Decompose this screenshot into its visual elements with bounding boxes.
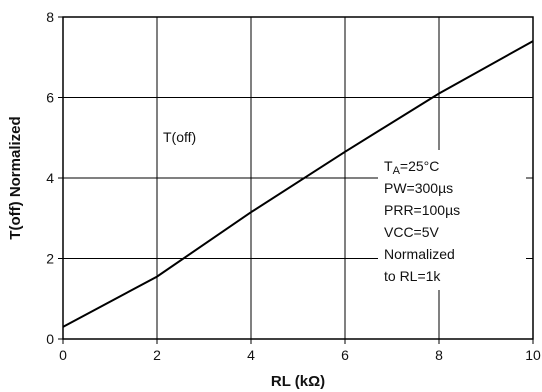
plot-frame bbox=[62, 16, 534, 340]
condition-ta-value: =25°C bbox=[400, 158, 439, 174]
y-tick-label: 4 bbox=[46, 170, 54, 186]
x-axis-label: RL (kΩ) bbox=[271, 373, 325, 390]
x-tick-label: 2 bbox=[153, 347, 161, 363]
series-label: T(off) bbox=[163, 129, 196, 145]
condition-pw: PW=300µs bbox=[384, 180, 453, 196]
y-tick-label: 8 bbox=[46, 9, 54, 25]
y-tick-label: 2 bbox=[46, 251, 54, 267]
y-axis-label: T(off) Normalized bbox=[7, 116, 24, 239]
x-tick-label: 6 bbox=[341, 347, 349, 363]
x-ticks: 0 2 4 6 8 10 bbox=[59, 339, 541, 363]
condition-ta-prefix: T bbox=[384, 158, 393, 174]
condition-ta-sub: A bbox=[393, 165, 401, 177]
x-tick-label: 8 bbox=[435, 347, 443, 363]
condition-ta: TA=25°C bbox=[384, 158, 439, 177]
conditions-box-bg bbox=[378, 150, 526, 290]
series-label-bg bbox=[158, 124, 240, 148]
x-tick-label: 4 bbox=[247, 347, 255, 363]
condition-prr: PRR=100µs bbox=[384, 202, 460, 218]
grid-lines bbox=[63, 17, 533, 339]
x-tick-label: 0 bbox=[59, 347, 67, 363]
condition-to-rl: to RL=1k bbox=[384, 268, 441, 284]
y-ticks: 0 2 4 6 8 bbox=[46, 9, 63, 347]
condition-normalized: Normalized bbox=[384, 246, 455, 262]
x-tick-label: 10 bbox=[525, 347, 541, 363]
conditions-annotation: TA=25°C PW=300µs PRR=100µs VCC=5V Normal… bbox=[384, 158, 460, 284]
y-tick-label: 6 bbox=[46, 90, 54, 106]
series-line-toff bbox=[62, 40, 534, 328]
condition-vcc: VCC=5V bbox=[384, 224, 440, 240]
y-tick-label: 0 bbox=[46, 331, 54, 347]
